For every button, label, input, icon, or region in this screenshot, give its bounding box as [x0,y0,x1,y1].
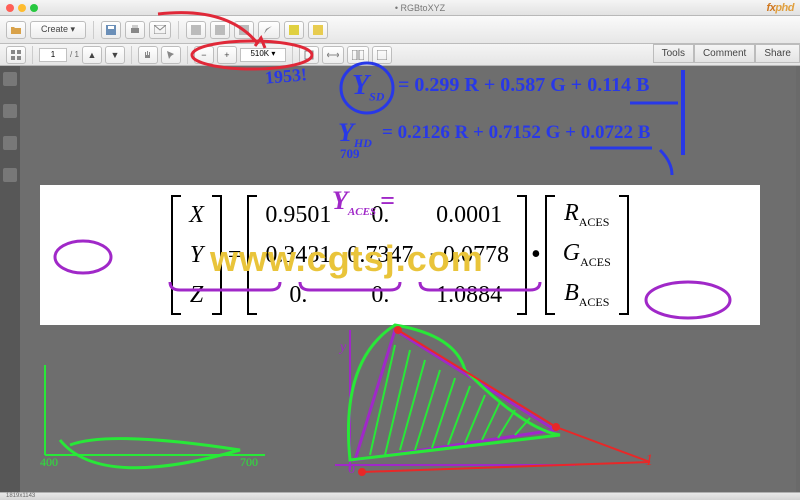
separator [178,21,179,39]
axis-1: 1 [645,452,653,470]
mail-button[interactable] [149,21,171,39]
bracket [545,195,555,315]
axis-0: 0 [348,462,355,478]
matrix-cell: X [183,200,210,231]
pen-icon [263,25,275,35]
zoom-in-button[interactable]: + [217,46,237,64]
pdf-sidebar [0,66,20,492]
bracket [171,195,181,315]
matrix-cell: 1.0884 [423,280,515,311]
matrix-cell: 0.0001 [423,200,515,231]
matrix-cell: BACES [557,278,617,312]
logo-fx: fx [767,2,776,14]
cgtsj-watermark: www.cgtsj.com [210,238,484,280]
annotation-yaces: YACES= [332,186,395,218]
fullscreen-button[interactable] [372,46,392,64]
axis-400: 400 [40,455,58,470]
axis-700: 700 [240,455,258,470]
page-down-button[interactable]: ▼ [105,46,125,64]
matrix-cell: 0. [259,280,337,311]
two-page-icon [352,50,364,60]
separator [32,46,33,64]
hand-button[interactable] [138,46,158,64]
export-button[interactable] [210,21,230,39]
fit-page-button[interactable] [299,46,319,64]
tab-share[interactable]: Share [755,44,800,63]
select-button[interactable] [161,46,181,64]
create-button[interactable]: Create ▾ [30,21,86,39]
axis-y: y [340,340,346,356]
annotation-eq1: = 0.299 R + 0.587 G + 0.114 B [398,74,649,97]
page-up-button[interactable]: ▲ [82,46,102,64]
convert-icon [191,25,201,35]
logo-phd: phd [775,2,794,14]
annotation-eq2: = 0.2126 R + 0.7152 G + 0.0722 B [382,122,650,144]
annotation-year: 1953! [264,64,308,89]
open-button[interactable] [6,21,26,39]
minimize-icon[interactable] [18,4,26,12]
matrix-cell: 0. [341,280,419,311]
page-total-label: / 1 [70,50,79,59]
thumbnails-icon[interactable] [3,72,17,86]
zoom-out-button[interactable]: − [194,46,214,64]
clip-button[interactable] [234,21,254,39]
sign-button[interactable] [258,21,280,39]
cursor-icon [166,50,176,60]
mail-icon [154,25,166,34]
attachments-icon[interactable] [3,136,17,150]
annotation-ysd: YSD [352,70,384,105]
note-icon [313,25,323,35]
close-icon[interactable] [6,4,14,12]
hand-icon [143,50,153,60]
window-titlebar: • RGBtoXYZ [0,0,800,16]
window-title: • RGBtoXYZ [46,3,794,13]
watermark-logo: fxphd [767,2,794,14]
fit-width-icon [327,51,339,59]
right-panel-tabs: Tools Comment Share [653,44,800,63]
thumbs-button[interactable] [6,46,26,64]
print-button[interactable] [125,21,145,39]
page-input[interactable] [39,48,67,62]
zoom-icon[interactable] [30,4,38,12]
main-toolbar: Create ▾ [0,16,800,44]
note-button[interactable] [308,21,328,39]
print-icon [130,25,140,35]
highlighter-icon [289,25,299,35]
bookmarks-icon[interactable] [3,104,17,118]
rhs-vector: RACES GACES BACES [557,195,617,315]
fullscreen-icon [377,50,387,60]
save-button[interactable] [101,21,121,39]
matrix-cell: 0.9501 [259,200,337,231]
matrix-cell: RACES [557,198,617,232]
bracket [517,195,527,315]
tab-comment[interactable]: Comment [694,44,755,63]
convert-button[interactable] [186,21,206,39]
folder-icon [11,25,21,35]
traffic-lights [6,4,38,12]
save-icon [106,25,116,35]
grid-icon [11,50,21,60]
clipboard-icon [239,25,249,35]
tab-tools[interactable]: Tools [653,44,694,63]
export-icon [215,25,225,35]
signatures-icon[interactable] [3,168,17,182]
zoom-select[interactable]: 510K ▾ [240,48,286,62]
highlighter-button[interactable] [284,21,304,39]
bracket [619,195,629,315]
matrix-cell: Z [183,280,210,311]
fit-width-button[interactable] [322,46,344,64]
lhs-vector: X Y Z [183,195,210,315]
annotation-709: 709 [340,146,360,162]
separator [93,21,94,39]
two-page-button[interactable] [347,46,369,64]
status-bar: 1819x1143 [0,492,800,500]
matrix-cell: Y [183,240,210,271]
matrix-cell: GACES [557,238,617,272]
separator [131,46,132,64]
separator [187,46,188,64]
separator [292,46,293,64]
fit-page-icon [304,50,314,60]
